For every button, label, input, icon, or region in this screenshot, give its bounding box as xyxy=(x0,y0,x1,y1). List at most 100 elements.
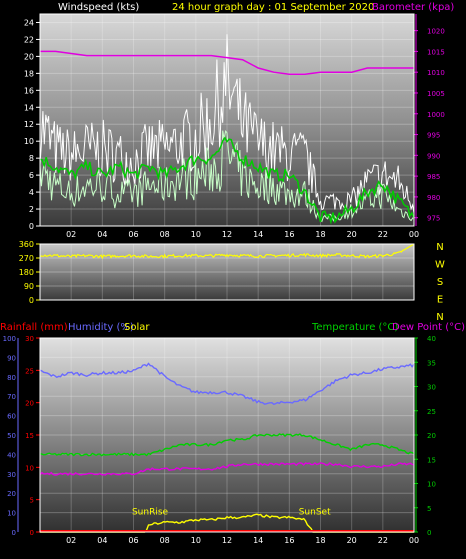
humidity-label: Humidity (%) xyxy=(68,322,134,333)
wind-ytick-label: 10 xyxy=(24,137,34,146)
temp-ytick-label: 40 xyxy=(427,335,436,343)
humidity-ytick-label: 30 xyxy=(7,471,16,479)
wind-xtick-label: 10 xyxy=(191,230,201,239)
wind-ytick-label: 2 xyxy=(29,205,34,214)
climate-xtick-label: 10 xyxy=(191,536,201,545)
direction-ytick-label: 0 xyxy=(29,296,34,305)
temp-ytick-label: 0 xyxy=(427,529,431,537)
dewpoint-label: Dew Point (°C) xyxy=(392,322,465,333)
climate-xtick-label: 18 xyxy=(315,536,325,545)
graph-title: 24 hour graph day : 01 September 2020 xyxy=(172,2,374,13)
wind-average-line xyxy=(39,136,415,225)
humidity-ytick-label: 70 xyxy=(7,393,16,401)
rainfall-label: Rainfall (mm) xyxy=(0,322,68,333)
barometer-ytick-label: 980 xyxy=(427,194,440,202)
barometer-ytick-label: 1020 xyxy=(427,28,445,36)
climate-xtick-label: 22 xyxy=(378,536,388,545)
wind-xtick-label: 14 xyxy=(253,230,263,239)
climate-xtick-label: 08 xyxy=(160,536,170,545)
barometer-ytick-label: 995 xyxy=(427,132,440,140)
sunset-label: SunSet xyxy=(299,507,331,517)
humidity-ytick-label: 100 xyxy=(3,335,16,343)
temp-ytick-label: 5 xyxy=(427,505,431,513)
wind-series xyxy=(39,34,415,225)
wind-ytick-label: 24 xyxy=(24,18,34,27)
wind-gust-line xyxy=(39,34,415,214)
temp-ytick-label: 35 xyxy=(427,359,436,367)
direction-frame xyxy=(39,243,415,301)
climate-frame xyxy=(39,337,415,533)
barometer-ytick-label: 1015 xyxy=(427,48,445,56)
rain-ytick-label: 15 xyxy=(25,432,34,440)
wind-xtick-label: 04 xyxy=(97,230,107,239)
wind-ytick-label: 12 xyxy=(24,120,34,129)
wind-ytick-label: 22 xyxy=(24,35,34,44)
temperature-label: Temperature (°C) xyxy=(311,322,398,333)
wind-ytick-label: 0 xyxy=(29,222,34,231)
compass-label: S xyxy=(437,277,443,288)
compass-label: W xyxy=(435,260,445,271)
temp-ytick-label: 25 xyxy=(427,408,436,416)
direction-ytick-label: 90 xyxy=(24,282,34,291)
wind-ytick-label: 18 xyxy=(24,69,34,78)
rain-ytick-label: 25 xyxy=(25,367,34,375)
humidity-ytick-label: 40 xyxy=(7,451,16,459)
barometer-ytick-label: 975 xyxy=(427,215,440,223)
barometer-ytick-label: 1005 xyxy=(427,90,445,98)
rain-ytick-label: 30 xyxy=(25,335,34,343)
temp-ytick-label: 30 xyxy=(427,384,436,392)
temp-ytick-label: 15 xyxy=(427,456,436,464)
wind-xtick-label: 16 xyxy=(284,230,294,239)
humidity-line xyxy=(39,362,415,406)
wind-grid xyxy=(40,14,415,227)
climate-xtick-label: 14 xyxy=(253,536,263,545)
climate-xtick-label: 02 xyxy=(66,536,76,545)
climate-xtick-label: 00 xyxy=(409,536,419,545)
humidity-ytick-label: 90 xyxy=(7,354,16,362)
wind-xtick-label: 06 xyxy=(128,230,138,239)
rain-ytick-label: 0 xyxy=(30,529,34,537)
solar-label: Solar xyxy=(124,322,150,333)
climate-xtick-label: 16 xyxy=(284,536,294,545)
wind-xtick-label: 22 xyxy=(378,230,388,239)
barometer-ytick-label: 990 xyxy=(427,152,440,160)
compass-label: E xyxy=(437,295,443,306)
wind-speed-line xyxy=(39,129,415,223)
barometer-line xyxy=(40,50,414,76)
humidity-ytick-label: 20 xyxy=(7,490,16,498)
wind-xtick-label: 18 xyxy=(315,230,325,239)
humidity-ytick-label: 0 xyxy=(12,529,16,537)
temp-ytick-label: 20 xyxy=(427,432,436,440)
wind-frame xyxy=(39,13,415,227)
compass-label: N xyxy=(436,312,443,323)
wind-title: Windspeed (kts) xyxy=(58,2,139,13)
direction-ytick-label: 180 xyxy=(19,268,34,277)
direction-plot-area xyxy=(40,244,414,300)
wind-xtick-label: 08 xyxy=(160,230,170,239)
wind-ytick-label: 8 xyxy=(29,154,34,163)
barometer-title: Barometer (kpa) xyxy=(372,2,454,13)
humidity-ytick-label: 10 xyxy=(7,510,16,518)
direction-line xyxy=(39,243,415,260)
climate-plot-area xyxy=(40,338,414,532)
wind-xtick-label: 12 xyxy=(222,230,232,239)
climate-xtick-label: 12 xyxy=(222,536,232,545)
direction-ytick-label: 360 xyxy=(19,240,34,249)
wind-xtick-label: 20 xyxy=(347,230,357,239)
barometer-ytick-label: 1010 xyxy=(427,69,445,77)
wind-ytick-label: 6 xyxy=(29,171,34,180)
wind-xtick-label: 00 xyxy=(409,230,419,239)
rain-ytick-label: 20 xyxy=(25,400,34,408)
humidity-ytick-label: 60 xyxy=(7,413,16,421)
wind-axes: 0246810121416182022249759809859909951000… xyxy=(24,13,445,239)
compass-label: N xyxy=(436,242,443,253)
wind-ytick-label: 4 xyxy=(29,188,34,197)
climate-xtick-label: 20 xyxy=(347,536,357,545)
temp-ytick-label: 10 xyxy=(427,481,436,489)
rain-ytick-label: 10 xyxy=(25,464,34,472)
temperature-line xyxy=(39,433,415,457)
dewpoint-line xyxy=(39,462,415,476)
